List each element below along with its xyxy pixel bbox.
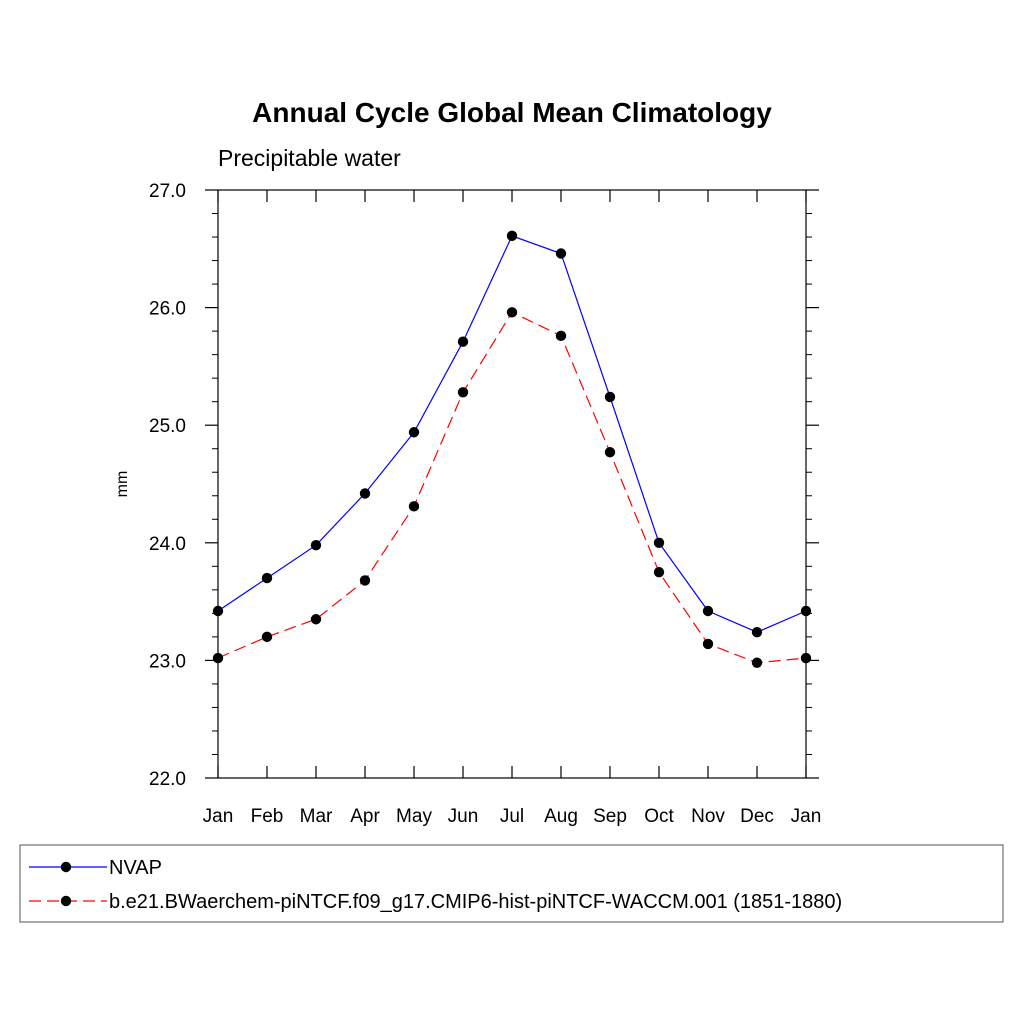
x-tick-label: Dec xyxy=(740,806,774,827)
series-2-point xyxy=(702,638,714,650)
series-1-point xyxy=(506,230,518,242)
x-tick-label: Aug xyxy=(544,806,578,827)
legend-marker-2 xyxy=(60,895,72,907)
series-2-point xyxy=(310,614,322,625)
series-1-point xyxy=(359,488,371,499)
x-tick-label: Nov xyxy=(691,806,725,827)
series-1-point xyxy=(261,572,273,584)
series-1-point xyxy=(653,537,665,548)
x-tick-label: Feb xyxy=(251,806,284,827)
series-1-point xyxy=(408,427,420,438)
x-tick-label: Mar xyxy=(300,806,333,827)
y-tick-label: 23.0 xyxy=(149,651,186,672)
series-1-point xyxy=(702,605,714,617)
series-2-point xyxy=(359,575,371,586)
y-tick-label: 25.0 xyxy=(149,416,186,437)
y-tick-label: 22.0 xyxy=(149,769,186,790)
x-tick-label: Jan xyxy=(203,806,234,827)
chart-title: Annual Cycle Global Mean Climatology xyxy=(252,97,772,128)
x-tick-label: Sep xyxy=(593,806,627,827)
series-layer xyxy=(212,230,812,668)
legend-label-1: NVAP xyxy=(109,857,162,879)
series-1-point xyxy=(604,391,616,403)
x-tick-label: Apr xyxy=(350,806,380,827)
x-tick-label: Oct xyxy=(644,806,674,827)
y-tick-label: 27.0 xyxy=(149,181,186,202)
series-2-point xyxy=(751,657,763,668)
series-2-point xyxy=(408,501,420,512)
series-2-point xyxy=(604,447,616,458)
series-1-point xyxy=(457,336,469,347)
legend-label-2: b.e21.BWaerchem-piNTCF.f09_g17.CMIP6-his… xyxy=(109,891,842,913)
series-2-point xyxy=(457,387,469,398)
legend-marker-1 xyxy=(60,861,72,873)
series-1-point xyxy=(555,248,567,259)
plot-frame xyxy=(217,189,807,779)
tick-labels: 22.0 23.0 24.0 25.0 26.0 27.0 Jan Feb Mar Apr May J… xyxy=(149,181,821,827)
series-2-point xyxy=(653,567,665,578)
series-line-2 xyxy=(217,311,807,664)
x-tick-label: Jun xyxy=(448,806,479,827)
series-line-1 xyxy=(217,235,807,633)
y-tick-label: 24.0 xyxy=(149,534,186,555)
series-2-point xyxy=(506,307,518,318)
x-tick-label: May xyxy=(396,806,432,827)
series-1-point xyxy=(310,539,322,551)
legend: NVAP b.e21.BWaerchem-piNTCF.f09_g17.CMIP6… xyxy=(19,844,1004,923)
y-axis-label: mm xyxy=(114,471,131,498)
series-2-point xyxy=(261,631,273,643)
legend-box xyxy=(19,844,1004,923)
axis-ticks xyxy=(205,189,819,779)
x-tick-label: Jan xyxy=(791,806,822,827)
chart-subtitle: Precipitable water xyxy=(218,145,401,171)
y-tick-label: 26.0 xyxy=(149,299,186,320)
series-2-point xyxy=(555,330,567,342)
series-1-point xyxy=(751,626,763,638)
x-tick-label: Jul xyxy=(500,806,524,827)
